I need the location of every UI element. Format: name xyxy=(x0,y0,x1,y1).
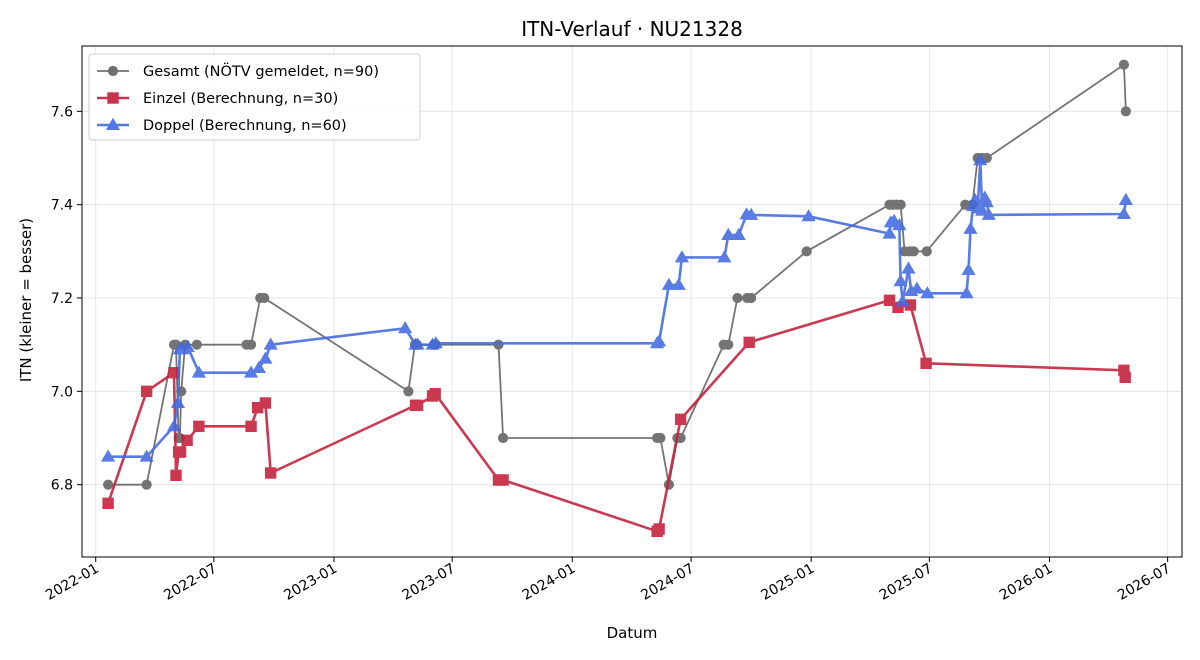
data-point-doppel xyxy=(139,449,154,462)
data-point-doppel xyxy=(967,192,983,205)
data-point-gesamt xyxy=(493,339,504,350)
data-point-einzel xyxy=(181,434,193,447)
data-point-doppel xyxy=(744,207,759,220)
data-point-doppel xyxy=(398,321,413,334)
data-point-gesamt xyxy=(746,292,757,304)
data-point-doppel xyxy=(180,339,195,352)
data-point-einzel xyxy=(653,523,665,535)
data-point-doppel xyxy=(979,195,994,208)
data-point-doppel xyxy=(258,351,273,364)
legend-marker-doppel xyxy=(105,117,121,130)
data-point-doppel xyxy=(973,153,988,166)
data-point-einzel xyxy=(264,467,277,479)
plot-frame xyxy=(81,45,1183,558)
y-axis: 6.8 7.0 7.2 7.4 7.6 xyxy=(51,104,82,494)
data-point-gesamt xyxy=(921,246,932,257)
data-point-einzel xyxy=(429,387,441,400)
data-point-einzel xyxy=(259,397,272,409)
data-point-einzel xyxy=(674,413,687,426)
data-point-gesamt xyxy=(895,199,906,210)
y-tick-label: 7.4 xyxy=(51,198,73,214)
data-point-doppel xyxy=(975,203,990,216)
data-point-doppel xyxy=(1116,206,1131,219)
data-point-doppel xyxy=(251,360,266,373)
legend-marker-einzel xyxy=(107,92,119,104)
data-point-doppel xyxy=(428,336,443,349)
legend-item-gesamt xyxy=(97,65,129,77)
data-point-gesamt xyxy=(403,386,414,397)
data-point-doppel xyxy=(981,207,996,220)
data-point-doppel xyxy=(731,227,746,240)
data-point-doppel xyxy=(909,281,925,294)
data-point-einzel xyxy=(245,420,257,433)
data-point-gesamt xyxy=(191,339,202,350)
data-point-einzel xyxy=(174,446,187,458)
data-point-doppel xyxy=(892,218,907,231)
data-point-einzel xyxy=(102,497,114,510)
data-point-gesamt xyxy=(908,246,919,257)
data-point-doppel xyxy=(959,286,974,299)
data-point-einzel xyxy=(743,336,755,349)
legend-box xyxy=(88,53,421,141)
legend: Gesamt (NÖTV gemeldet, n=90) Einzel (Bere… xyxy=(88,53,421,141)
data-point-doppel xyxy=(901,261,916,274)
legend-label: Einzel (Berechnung, n=30) xyxy=(143,91,338,107)
y-tick-label: 7.0 xyxy=(51,384,73,400)
data-point-doppel xyxy=(410,337,425,350)
data-point-doppel xyxy=(801,209,816,222)
data-point-gesamt xyxy=(103,479,114,490)
data-point-gesamt xyxy=(1118,59,1129,70)
data-point-doppel xyxy=(101,449,116,462)
data-point-gesamt xyxy=(259,292,270,304)
data-point-doppel xyxy=(721,227,736,240)
data-point-gesamt xyxy=(245,339,257,350)
y-tick-label: 6.8 xyxy=(51,478,73,494)
data-point-einzel xyxy=(170,469,182,482)
data-point-doppel xyxy=(166,419,182,432)
data-point-doppel xyxy=(674,250,690,263)
data-point-einzel xyxy=(140,385,153,398)
legend-item-einzel xyxy=(97,92,129,104)
data-point-gesamt xyxy=(801,246,812,257)
data-point-doppel xyxy=(920,286,935,299)
data-point-einzel xyxy=(920,357,932,370)
y-tick-label: 7.2 xyxy=(51,291,73,307)
data-point-einzel xyxy=(411,399,424,412)
data-point-doppel xyxy=(963,221,978,234)
data-point-gesamt xyxy=(497,432,509,444)
data-point-gesamt xyxy=(141,479,152,490)
data-point-einzel xyxy=(497,474,509,486)
data-point-einzel xyxy=(1119,371,1131,384)
data-point-doppel xyxy=(893,274,908,287)
data-point-gesamt xyxy=(655,432,666,444)
x-axis-label: Datum xyxy=(607,624,658,642)
data-point-doppel xyxy=(661,277,676,290)
data-point-gesamt xyxy=(1120,106,1131,117)
y-tick-label: 7.6 xyxy=(51,104,73,120)
data-point-gesamt xyxy=(723,339,734,350)
data-point-doppel xyxy=(170,395,186,408)
data-point-einzel xyxy=(883,294,896,307)
y-axis-label: ITN (kleiner = besser) xyxy=(17,218,35,382)
data-point-gesamt xyxy=(732,292,743,304)
data-point-einzel xyxy=(193,420,205,433)
legend-item-doppel xyxy=(97,117,129,130)
data-point-doppel xyxy=(717,250,732,263)
data-point-doppel xyxy=(882,226,897,239)
legend-label: Doppel (Berechnung, n=60) xyxy=(143,118,347,134)
data-point-doppel xyxy=(263,337,278,350)
series-gesamt xyxy=(103,59,1131,490)
data-point-doppel xyxy=(961,262,976,275)
data-point-doppel xyxy=(652,334,667,347)
legend-label: Gesamt (NÖTV gemeldet, n=90) xyxy=(143,62,379,80)
data-point-doppel xyxy=(191,365,206,378)
data-point-doppel xyxy=(895,294,910,307)
data-point-doppel xyxy=(1118,192,1133,205)
series-layer xyxy=(101,59,1133,538)
chart-title: ITN-Verlauf · NU21328 xyxy=(521,17,743,41)
series-doppel xyxy=(101,153,1133,462)
legend-marker-gesamt xyxy=(107,65,119,77)
data-point-doppel xyxy=(671,277,686,290)
